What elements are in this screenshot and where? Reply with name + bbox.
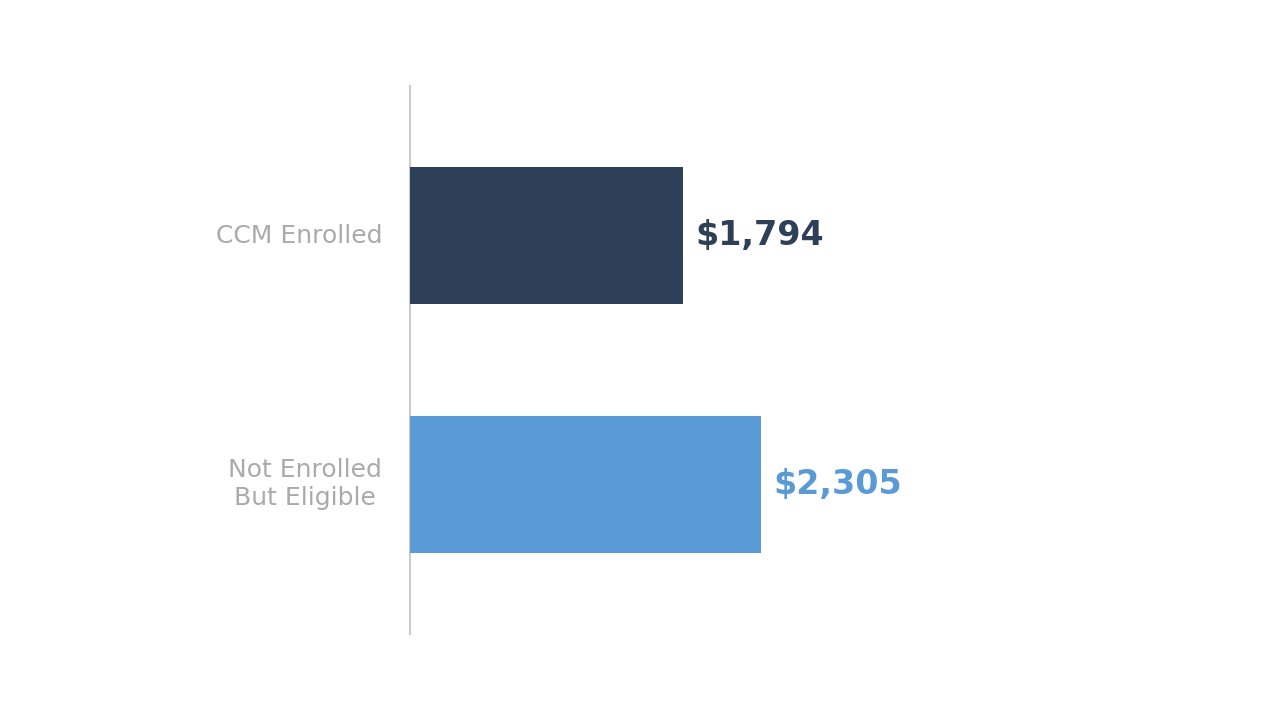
Text: $1,794: $1,794 [695, 219, 824, 252]
Bar [410, 167, 684, 304]
Text: Not Enrolled
But Eligible: Not Enrolled But Eligible [228, 459, 383, 510]
Bar [410, 416, 760, 553]
Text: $2,305: $2,305 [773, 468, 902, 501]
Text: CCM Enrolled: CCM Enrolled [215, 224, 383, 248]
